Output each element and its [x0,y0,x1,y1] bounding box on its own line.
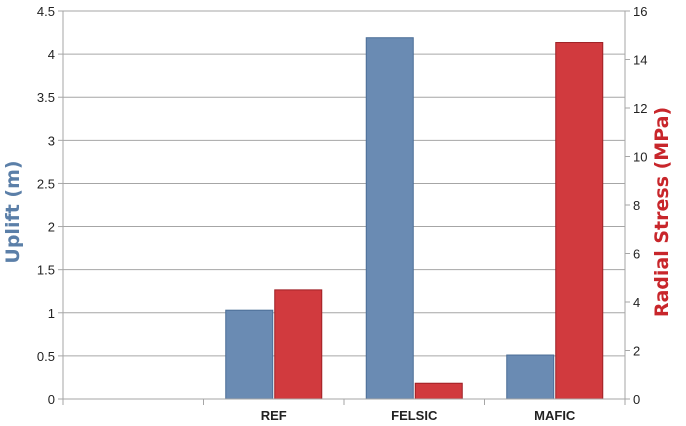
bars [225,37,604,400]
y-tick-label: 3 [48,133,55,148]
y-tick-label: 2.5 [37,176,55,191]
y-tick-label: 0 [48,392,55,407]
y-tick-label: 2 [48,220,55,235]
y2-tick-label: 14 [633,53,647,68]
gridlines [58,10,630,400]
y-tick-label: 3.5 [37,90,55,105]
y-axis-title: Uplift (m) [2,160,24,263]
y2-tick-label: 12 [633,101,647,116]
y2-axis-title: Radial Stress (MPa) [651,107,673,317]
category-label: MAFIC [534,408,576,423]
y2-tick-label: 10 [633,150,647,165]
bar-mafic-radial-stress [555,42,604,400]
y2-tick-label: 4 [633,295,640,310]
category-labels: REF FELSIC MAFIC [261,408,576,423]
y-tick-label: 0.5 [37,349,55,364]
category-label: FELSIC [391,408,438,423]
bar-mafic-uplift [506,354,555,400]
y2-tick-label: 2 [633,344,640,359]
y2-tick-label: 8 [633,198,640,213]
right-tick-labels: 0 2 4 6 8 10 12 14 16 [633,4,647,407]
y-tick-label: 4 [48,47,55,62]
category-label: REF [261,408,287,423]
bar-ref-uplift [225,309,274,400]
bar-ref-radial-stress [274,289,323,400]
y-tick-label: 1 [48,306,55,321]
bar-felsic-radial-stress [414,382,463,400]
y2-tick-label: 6 [633,247,640,262]
y2-tick-label: 16 [633,4,647,19]
bar-felsic-uplift [365,37,414,400]
axes [62,11,626,405]
left-tick-labels: 0 0.5 1 1.5 2 2.5 3 3.5 4 4.5 [37,4,55,407]
y-tick-label: 4.5 [37,4,55,19]
y-tick-label: 1.5 [37,263,55,278]
y2-tick-label: 0 [633,392,640,407]
